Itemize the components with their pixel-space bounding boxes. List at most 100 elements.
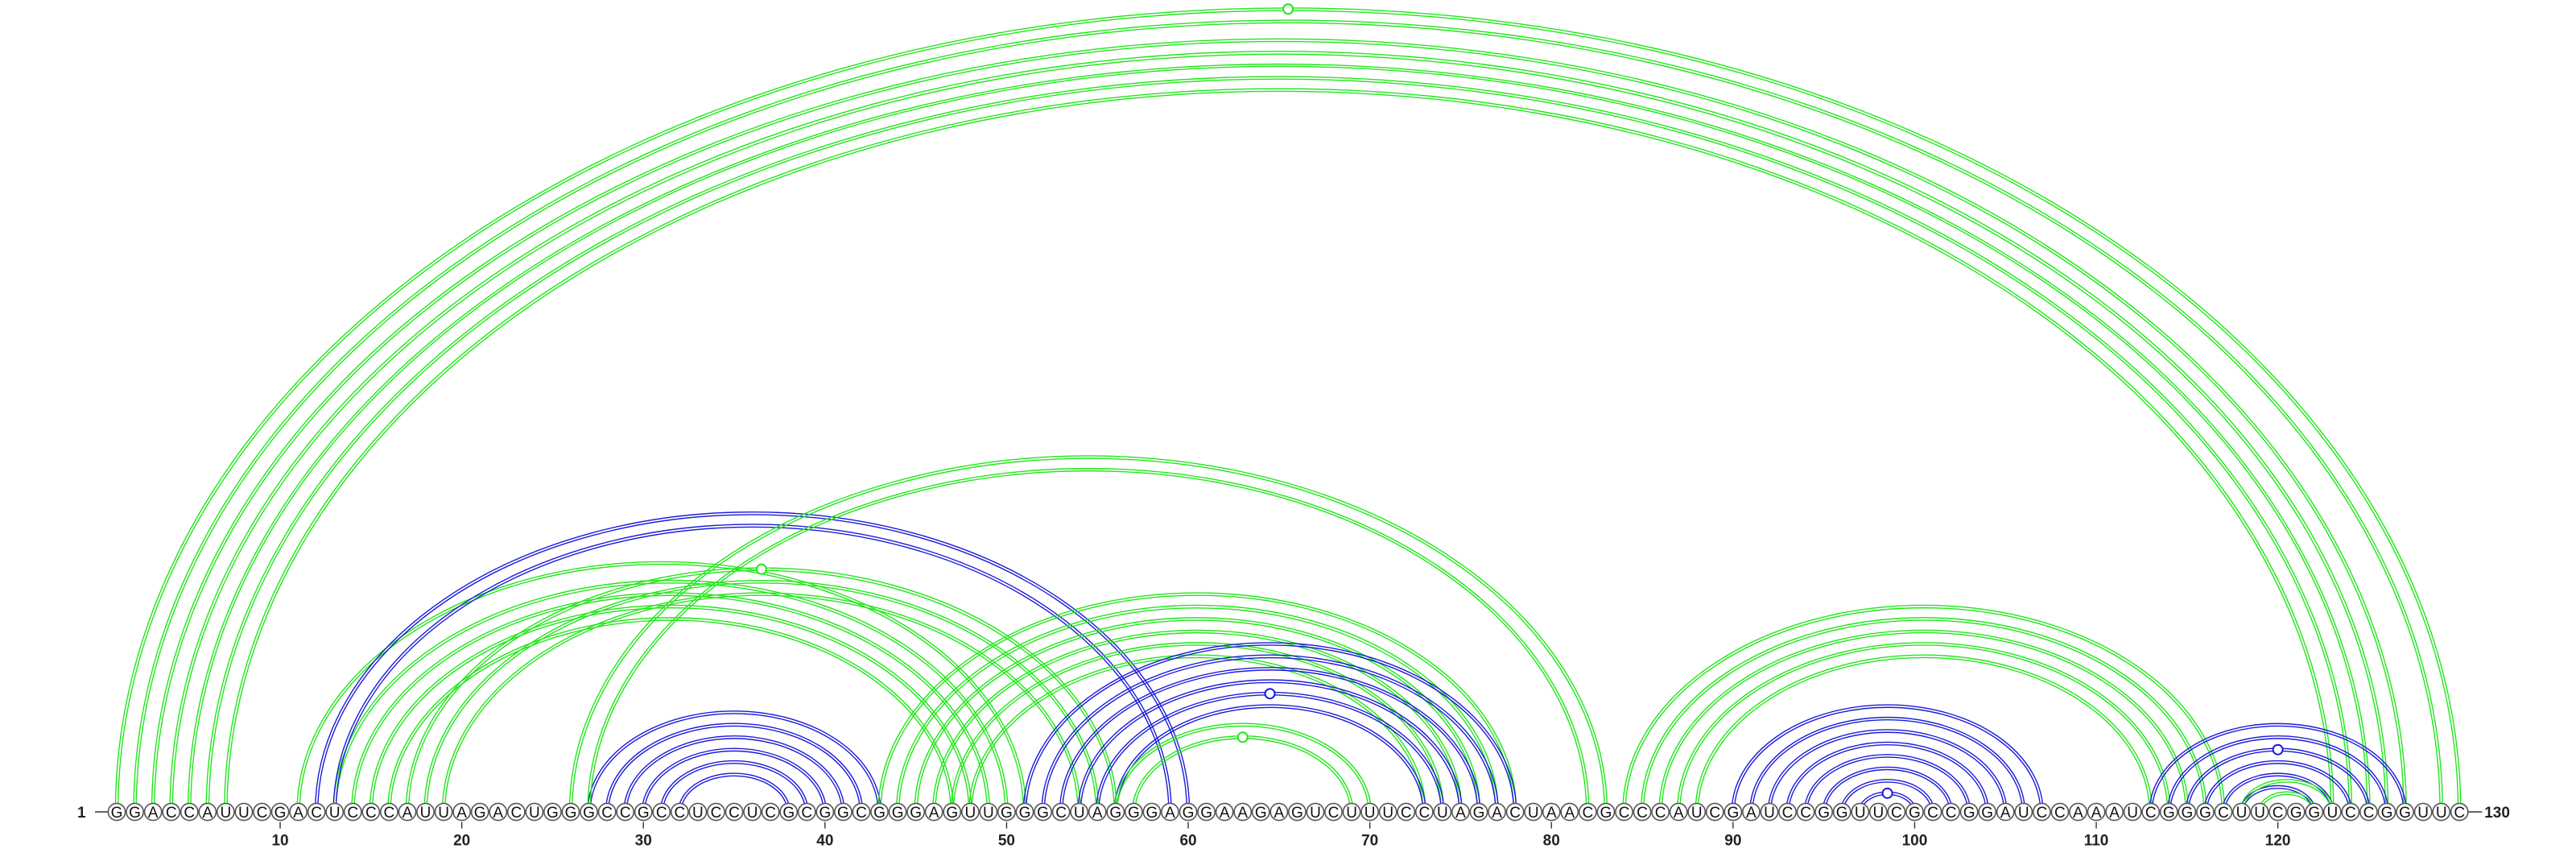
nucleotide-letter: U xyxy=(1346,805,1357,822)
nucleotide: C xyxy=(1324,802,1343,822)
nucleotide: C xyxy=(1578,802,1597,822)
nucleotide: A xyxy=(2069,802,2087,822)
base-pair-arc xyxy=(968,654,1426,813)
nucleotide-letter: G xyxy=(547,805,559,822)
nucleotide-letter: A xyxy=(1092,805,1103,822)
nucleotide: G xyxy=(561,802,580,822)
nucleotide-letter: G xyxy=(1037,805,1049,822)
nucleotide: G xyxy=(779,802,799,822)
nucleotide: A xyxy=(1161,802,1179,822)
nucleotide-letter: G xyxy=(638,805,650,822)
base-pair-arc xyxy=(332,579,1009,813)
nucleotide-letter: G xyxy=(2399,805,2411,822)
nucleotide-letter: G xyxy=(1291,805,1303,822)
nucleotide: G xyxy=(2159,802,2178,822)
base-pair-arc xyxy=(224,88,2334,813)
arc-marker-icon xyxy=(1881,787,1893,799)
base-pair-arc xyxy=(2203,760,2353,813)
base-pair-arc xyxy=(169,51,2389,813)
nucleotide-letter: A xyxy=(1564,805,1575,822)
nucleotide: U xyxy=(234,802,254,822)
nucleotide: G xyxy=(1832,802,1852,822)
nucleotide-letter: C xyxy=(1401,805,1412,822)
nucleotide-letter: U xyxy=(438,805,449,822)
nucleotide-letter: U xyxy=(529,805,540,822)
nucleotide: C xyxy=(2450,802,2469,822)
nucleotide: C xyxy=(1651,802,1670,822)
nucleotide-letter: C xyxy=(1582,805,1593,822)
nucleotide: A xyxy=(1669,802,1688,822)
nucleotide-letter: C xyxy=(765,805,776,822)
base-pair-arc xyxy=(151,38,2407,813)
nucleotide: C xyxy=(2341,802,2360,822)
nucleotide-letter: G xyxy=(1146,805,1158,822)
nucleotide: G xyxy=(1905,802,1924,822)
nucleotide: C xyxy=(180,802,199,822)
base-pair-arc xyxy=(1839,779,1935,813)
nucleotide-letter: C xyxy=(601,805,613,822)
nucleotide-letter: C xyxy=(510,805,522,822)
arc-marker-icon xyxy=(755,563,767,575)
nucleotide: G xyxy=(2377,802,2396,822)
nucleotide: A xyxy=(1215,802,1234,822)
nucleotide-letter: C xyxy=(2218,805,2229,822)
nucleotide-letter: C xyxy=(729,805,740,822)
nucleotide-letter: G xyxy=(1963,805,1975,822)
base-pair-arc xyxy=(950,642,1445,813)
base-pair-arc xyxy=(350,592,991,813)
nucleotide: U xyxy=(2014,802,2033,822)
base-pair-arc xyxy=(1059,667,1481,813)
tick-label: 10 xyxy=(271,833,288,850)
nucleotide-letter: G xyxy=(583,805,595,822)
base-pair-arc xyxy=(2221,772,2334,813)
nucleotide-letter: C xyxy=(801,805,812,822)
nucleotide: C xyxy=(797,802,816,822)
nucleotide: C xyxy=(361,802,381,822)
nucleotide: U xyxy=(1433,802,1452,822)
tick-label: 70 xyxy=(1361,833,1378,850)
tick-label: 90 xyxy=(1724,833,1741,850)
nucleotide: A xyxy=(2087,802,2106,822)
nucleotide: C xyxy=(379,802,398,822)
nucleotide-letter: C xyxy=(1055,805,1067,822)
nucleotide: C xyxy=(1796,802,1815,822)
tick-label: 120 xyxy=(2265,833,2291,850)
nucleotide-letter: G xyxy=(873,805,886,822)
nucleotide: A xyxy=(489,802,508,822)
nucleotide-letter: G xyxy=(2181,805,2193,822)
nucleotide-letter: G xyxy=(111,805,123,822)
nucleotide-letter: U xyxy=(1382,805,1393,822)
nucleotide-letter: G xyxy=(892,805,904,822)
nucleotide-letter: C xyxy=(166,805,177,822)
nucleotide: A xyxy=(1488,802,1506,822)
sequence-start-label: 1 xyxy=(77,805,86,822)
arc-marker-icon xyxy=(2272,743,2284,756)
nucleotide: G xyxy=(107,802,126,822)
nucleotide: A xyxy=(452,802,472,822)
nucleotide-letter: C xyxy=(1782,805,1794,822)
nucleotide-letter: U xyxy=(1872,805,1884,822)
nucleotide-letter: U xyxy=(747,805,758,822)
nucleotide: C xyxy=(1942,802,1960,822)
nucleotide-letter: C xyxy=(1619,805,1630,822)
base-pair-arc xyxy=(314,511,1191,813)
nucleotide-letter: C xyxy=(2036,805,2047,822)
nucleotide-letter: C xyxy=(1418,805,1430,822)
nucleotide-letter: C xyxy=(1509,805,1521,822)
nucleotide-letter: C xyxy=(1800,805,1811,822)
nucleotide: A xyxy=(924,802,943,822)
nucleotide-letter: G xyxy=(2290,805,2302,822)
nucleotide: C xyxy=(761,802,780,822)
nucleotide: G xyxy=(1814,802,1834,822)
nucleotide: G xyxy=(2178,802,2197,822)
nucleotide: C xyxy=(2268,802,2288,822)
base-pair-arc xyxy=(1077,679,1463,813)
tick-label: 80 xyxy=(1543,833,1560,850)
nucleotide: U xyxy=(2250,802,2269,822)
nucleotide: G xyxy=(943,802,962,822)
base-pair-arc xyxy=(2149,722,2407,813)
nucleotide-letter: A xyxy=(148,805,159,822)
nucleotide: G xyxy=(1288,802,1307,822)
nucleotide: U xyxy=(1378,802,1397,822)
